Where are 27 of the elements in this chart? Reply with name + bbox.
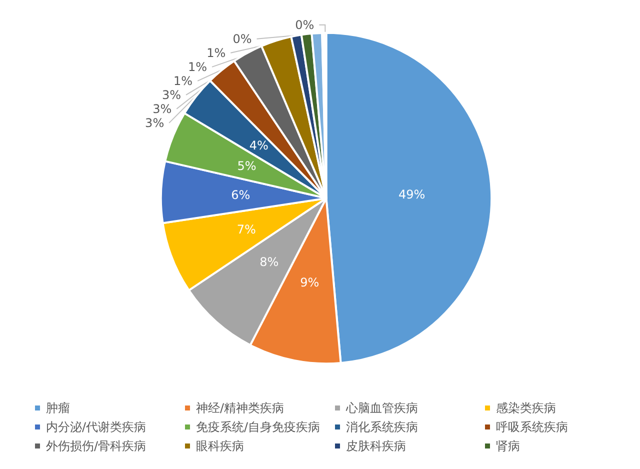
legend-label: 内分泌/代谢类疾病 — [46, 420, 146, 434]
legend-label: 免疫系统/自身免疫疾病 — [196, 420, 320, 434]
legend-label: 感染类疾病 — [496, 401, 556, 415]
data-label: 7% — [236, 222, 256, 236]
data-label: 1% — [188, 60, 208, 74]
legend-label: 外伤损伤/骨科疾病 — [46, 439, 146, 453]
data-label: 0% — [295, 18, 314, 32]
data-label: 8% — [260, 255, 279, 270]
legend-label: 神经/精神类疾病 — [196, 401, 284, 415]
data-label: 5% — [237, 159, 256, 174]
legend-label: 心脑血管疾病 — [345, 401, 418, 415]
data-label: 49% — [398, 187, 426, 202]
legend-label: 肾病 — [496, 439, 520, 453]
legend-label: 眼科疾病 — [196, 439, 244, 453]
data-label: 1% — [174, 74, 193, 88]
data-label: 9% — [300, 275, 320, 290]
data-label: 3% — [152, 102, 172, 116]
data-label: 4% — [249, 138, 268, 152]
legend-label: 皮肤科疾病 — [346, 439, 406, 453]
legend-label: 消化系统疾病 — [346, 420, 418, 434]
data-label: 3% — [145, 116, 164, 130]
data-label: 3% — [162, 88, 182, 102]
legend-label: 肿瘤 — [46, 401, 70, 415]
data-label: 0% — [232, 32, 252, 46]
data-label: 6% — [231, 188, 250, 202]
data-label: 1% — [206, 46, 226, 60]
legend-label: 呼吸系统疾病 — [496, 420, 568, 434]
